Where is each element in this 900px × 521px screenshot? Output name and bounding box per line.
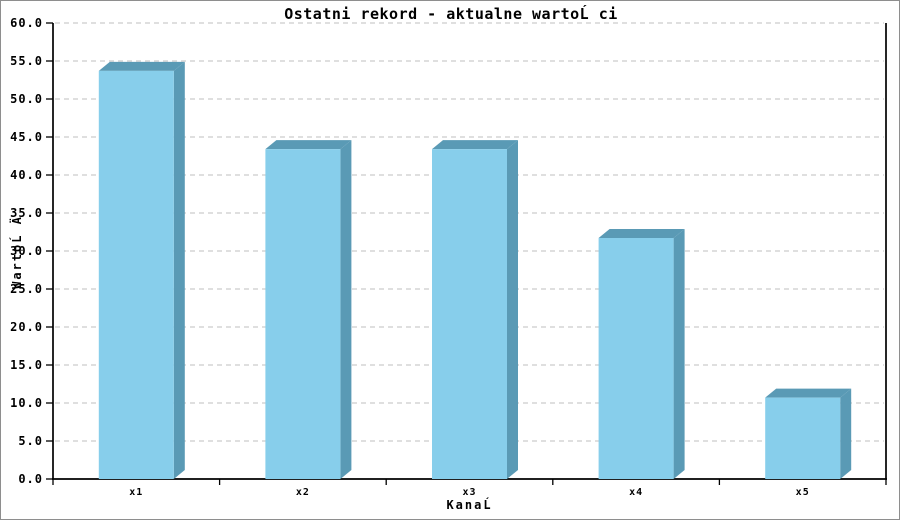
bar-top-face [265, 140, 352, 150]
bar-front-face [432, 149, 507, 479]
x-category-label: x1 [129, 487, 143, 498]
bar-x1 [98, 61, 185, 479]
y-tick-label: 5.0 [18, 434, 43, 448]
x-category-label: x2 [296, 487, 310, 498]
bar-top-face [598, 229, 685, 239]
y-tick-label: 25.0 [10, 282, 43, 296]
y-tick-label: 15.0 [10, 358, 43, 372]
y-tick-label: 35.0 [10, 206, 43, 220]
x-category-label: x4 [629, 487, 643, 498]
bar-side-face [673, 229, 685, 479]
y-tick-label: 20.0 [10, 320, 43, 334]
bar-front-face [765, 397, 841, 479]
bar-x2 [265, 140, 352, 479]
y-tick-label: 45.0 [10, 130, 43, 144]
bar-front-face [98, 70, 174, 479]
bar-top-face [98, 61, 185, 71]
bar-top-face [765, 388, 852, 398]
bar-x3 [432, 140, 518, 479]
y-tick-label: 40.0 [10, 168, 43, 182]
bar-side-face [840, 388, 852, 479]
bar-x5 [765, 388, 852, 479]
chart-title: Ostatni rekord - aktualne wartoĹ ci [284, 5, 618, 23]
bar-side-face [173, 61, 185, 479]
bar-side-face [340, 140, 352, 479]
y-tick-label: 0.0 [18, 472, 43, 486]
bar-top-face [432, 140, 518, 150]
y-tick-label: 10.0 [10, 396, 43, 410]
y-tick-label: 50.0 [10, 92, 43, 106]
x-category-label: x5 [796, 487, 810, 498]
bar-side-face [507, 140, 518, 479]
x-axis-title: KanaĹ [446, 498, 493, 512]
y-tick-label: 30.0 [10, 244, 43, 258]
y-tick-label: 60.0 [10, 16, 43, 30]
bar-front-face [265, 149, 341, 479]
y-tick-label: 55.0 [10, 54, 43, 68]
bar-x4 [598, 229, 685, 479]
x-category-label: x3 [462, 487, 476, 498]
bar-front-face [598, 238, 674, 479]
